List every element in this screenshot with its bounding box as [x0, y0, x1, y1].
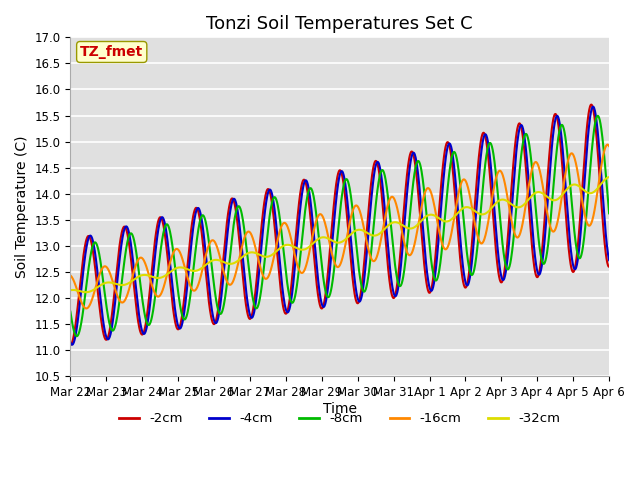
-32cm — [541, 192, 549, 198]
-16cm — [187, 284, 195, 289]
-8cm — [173, 284, 181, 289]
-8cm — [494, 192, 502, 198]
-32cm — [187, 267, 195, 273]
-32cm — [424, 213, 431, 218]
-2cm — [493, 264, 501, 269]
-8cm — [594, 113, 602, 119]
-4cm — [541, 227, 549, 233]
X-axis label: Time: Time — [323, 402, 356, 416]
Y-axis label: Soil Temperature (C): Soil Temperature (C) — [15, 135, 29, 278]
-8cm — [541, 258, 549, 264]
-2cm — [67, 342, 74, 348]
-32cm — [82, 289, 90, 295]
Line: -16cm: -16cm — [70, 144, 609, 309]
-4cm — [589, 104, 597, 109]
Title: Tonzi Soil Temperatures Set C: Tonzi Soil Temperatures Set C — [207, 15, 473, 33]
-8cm — [187, 291, 195, 297]
-2cm — [246, 316, 254, 322]
-16cm — [494, 170, 502, 176]
-4cm — [605, 257, 613, 263]
-4cm — [68, 342, 76, 348]
-16cm — [604, 142, 611, 147]
-8cm — [605, 210, 613, 216]
-32cm — [173, 265, 181, 271]
-16cm — [67, 273, 74, 278]
-2cm — [423, 284, 431, 290]
-16cm — [247, 231, 255, 237]
Legend: -2cm, -4cm, -8cm, -16cm, -32cm: -2cm, -4cm, -8cm, -16cm, -32cm — [114, 407, 566, 431]
-16cm — [424, 185, 431, 191]
-8cm — [247, 283, 255, 288]
-8cm — [73, 333, 81, 339]
-2cm — [605, 264, 613, 270]
-16cm — [83, 306, 90, 312]
Text: TZ_fmet: TZ_fmet — [80, 45, 143, 59]
-8cm — [424, 223, 431, 228]
-2cm — [541, 210, 549, 216]
-32cm — [605, 174, 613, 180]
-4cm — [173, 321, 181, 326]
-2cm — [173, 325, 181, 331]
-4cm — [187, 249, 195, 254]
-4cm — [247, 314, 255, 320]
-8cm — [67, 309, 74, 314]
-4cm — [494, 249, 502, 254]
-16cm — [541, 200, 549, 205]
Line: -2cm: -2cm — [70, 105, 609, 345]
Line: -4cm: -4cm — [70, 107, 609, 345]
-4cm — [67, 339, 74, 345]
Line: -8cm: -8cm — [70, 116, 609, 336]
-4cm — [424, 274, 431, 279]
-2cm — [588, 102, 595, 108]
-32cm — [67, 288, 74, 293]
-2cm — [186, 235, 194, 241]
Line: -32cm: -32cm — [70, 177, 609, 292]
-16cm — [605, 143, 613, 149]
-32cm — [494, 199, 502, 204]
-32cm — [247, 250, 255, 255]
-16cm — [173, 246, 181, 252]
